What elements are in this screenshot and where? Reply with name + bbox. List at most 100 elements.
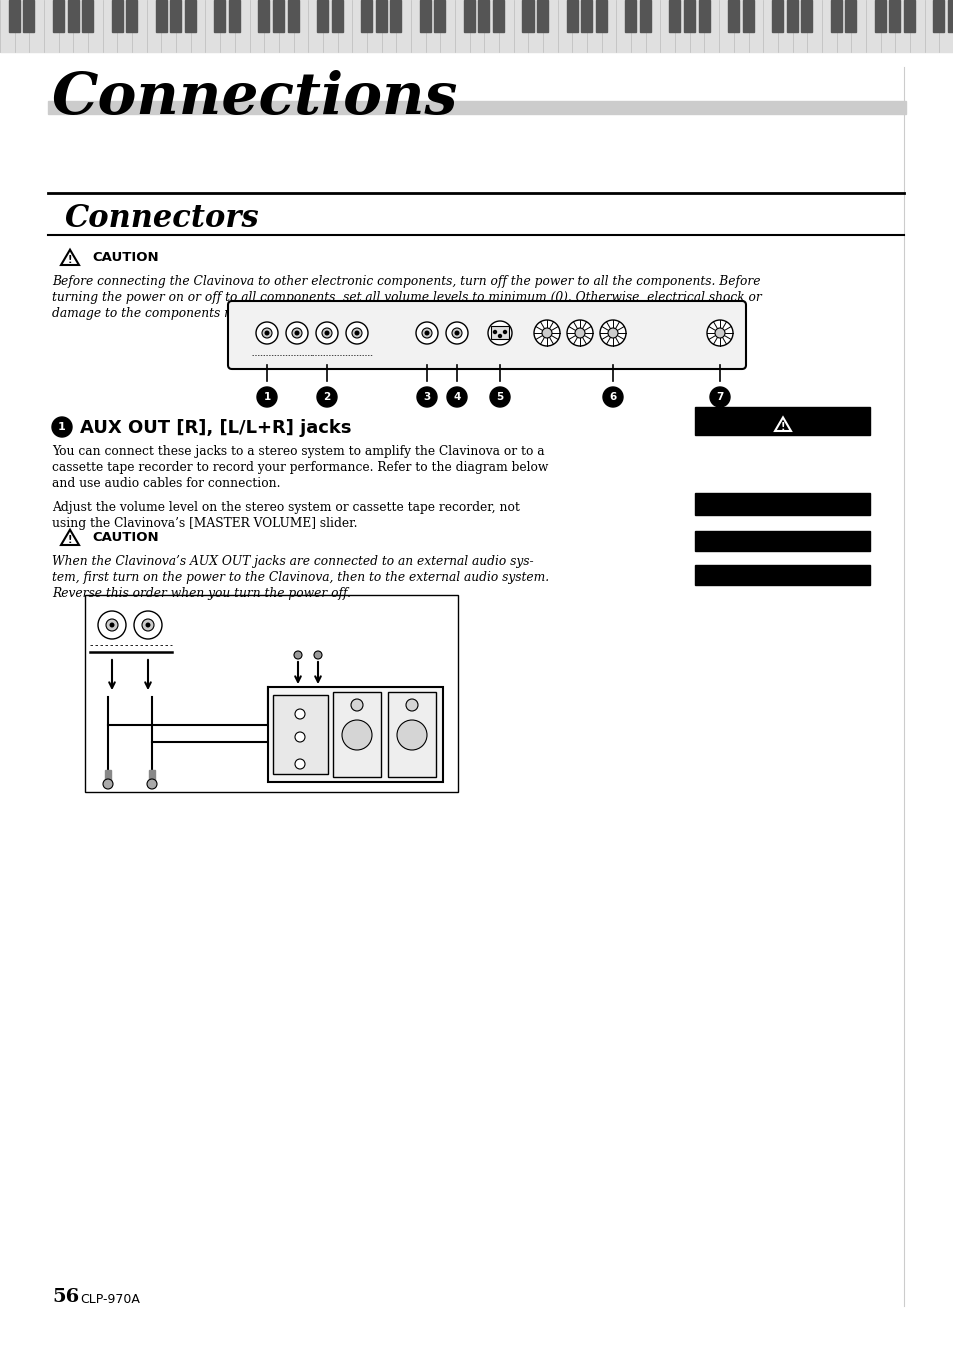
Circle shape <box>488 322 512 345</box>
Circle shape <box>503 331 506 334</box>
Circle shape <box>534 320 559 346</box>
Circle shape <box>493 331 496 334</box>
Circle shape <box>447 386 467 407</box>
Text: 2: 2 <box>323 392 331 403</box>
Circle shape <box>416 386 436 407</box>
Circle shape <box>294 331 299 335</box>
Bar <box>830 0 841 32</box>
Bar <box>48 101 905 113</box>
Text: You can connect these jacks to a stereo system to amplify the Clavinova or to a: You can connect these jacks to a stereo … <box>52 444 544 458</box>
Bar <box>24 0 34 32</box>
Text: !: ! <box>68 255 72 265</box>
Circle shape <box>575 328 584 338</box>
Bar <box>596 0 606 32</box>
Bar <box>741 0 753 32</box>
Circle shape <box>355 331 359 335</box>
FancyBboxPatch shape <box>228 301 745 369</box>
Circle shape <box>98 611 126 639</box>
Bar <box>388 692 436 777</box>
Circle shape <box>256 386 276 407</box>
Bar <box>624 0 636 32</box>
Text: turning the power on or off to all components, set all volume levels to minimum : turning the power on or off to all compo… <box>52 290 760 304</box>
Bar <box>478 0 489 32</box>
Text: When the Clavinova’s AUX OUT jacks are connected to an external audio sys-: When the Clavinova’s AUX OUT jacks are c… <box>52 555 533 567</box>
Text: Before connecting the Clavinova to other electronic components, turn off the pow: Before connecting the Clavinova to other… <box>52 276 760 288</box>
Circle shape <box>714 328 724 338</box>
Circle shape <box>103 780 112 789</box>
Circle shape <box>424 331 429 335</box>
Bar <box>68 0 78 32</box>
Text: damage to the components may occur.: damage to the components may occur. <box>52 307 291 320</box>
Bar <box>786 0 797 32</box>
Text: CLP-970A: CLP-970A <box>80 1293 140 1306</box>
Text: Adjust the volume level on the stereo system or cassette tape recorder, not: Adjust the volume level on the stereo sy… <box>52 501 519 513</box>
Bar <box>522 0 533 32</box>
Circle shape <box>146 623 151 627</box>
Bar <box>149 770 154 784</box>
Circle shape <box>351 698 363 711</box>
Text: Connectors: Connectors <box>65 203 259 234</box>
Bar <box>229 0 240 32</box>
Bar <box>273 0 284 32</box>
Circle shape <box>498 335 501 338</box>
Bar <box>258 0 269 32</box>
Circle shape <box>709 386 729 407</box>
Circle shape <box>607 328 618 338</box>
Circle shape <box>294 709 305 719</box>
Text: 1: 1 <box>263 392 271 403</box>
Circle shape <box>454 331 459 335</box>
Bar <box>316 0 328 32</box>
Text: !: ! <box>780 422 784 431</box>
Bar <box>698 0 709 32</box>
Bar <box>170 0 181 32</box>
Circle shape <box>110 623 114 627</box>
Circle shape <box>322 328 332 338</box>
Circle shape <box>315 322 337 345</box>
Text: Connections: Connections <box>52 70 457 127</box>
Bar <box>268 688 442 782</box>
Circle shape <box>341 720 372 750</box>
Circle shape <box>52 417 71 436</box>
Bar <box>491 326 509 339</box>
Text: 1: 1 <box>58 422 66 432</box>
Circle shape <box>255 322 277 345</box>
Bar <box>360 0 372 32</box>
Bar <box>639 0 650 32</box>
Circle shape <box>416 322 437 345</box>
Bar <box>85 594 457 792</box>
Bar <box>333 692 380 777</box>
Circle shape <box>706 320 732 346</box>
Bar <box>683 0 694 32</box>
Bar <box>112 0 122 32</box>
Circle shape <box>452 328 461 338</box>
Bar <box>669 0 679 32</box>
Bar <box>126 0 137 32</box>
Circle shape <box>352 328 361 338</box>
Bar <box>9 0 20 32</box>
Circle shape <box>286 322 308 345</box>
Bar <box>695 407 869 435</box>
Circle shape <box>314 651 322 659</box>
Bar <box>947 0 953 32</box>
Text: 4: 4 <box>453 392 460 403</box>
Bar <box>537 0 548 32</box>
Bar <box>419 0 431 32</box>
Circle shape <box>490 386 510 407</box>
Bar <box>434 0 445 32</box>
Circle shape <box>264 331 269 335</box>
Circle shape <box>446 322 468 345</box>
Text: 56: 56 <box>52 1288 79 1306</box>
Circle shape <box>599 320 625 346</box>
Bar <box>463 0 475 32</box>
Circle shape <box>262 328 272 338</box>
Circle shape <box>106 619 118 631</box>
Bar <box>214 0 225 32</box>
Bar <box>695 493 869 515</box>
Bar <box>771 0 782 32</box>
Bar <box>903 0 914 32</box>
Circle shape <box>396 720 427 750</box>
Bar <box>0 0 953 51</box>
Bar <box>288 0 298 32</box>
Text: 7: 7 <box>716 392 723 403</box>
Circle shape <box>294 732 305 742</box>
